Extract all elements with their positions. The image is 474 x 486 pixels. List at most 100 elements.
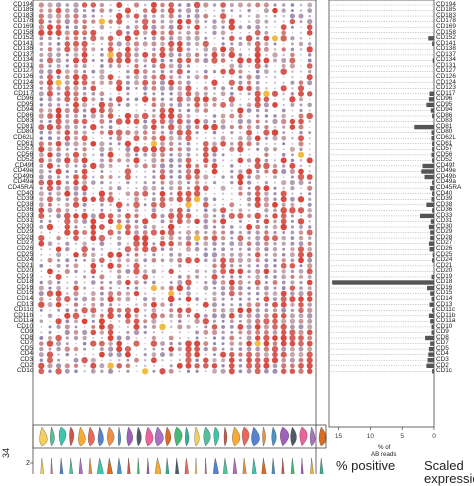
violin-shape-30	[318, 426, 327, 447]
dot-CD131-cluster-27	[264, 64, 269, 68]
dot-CD194-cluster-27	[263, 2, 269, 8]
dot-CD124-cluster-24	[238, 80, 243, 85]
dot-CD31-cluster-32	[308, 220, 311, 223]
dot-CD124-cluster-17	[177, 80, 183, 85]
dot-CD3-cluster-18	[185, 357, 192, 364]
dot-CD30-cluster-17	[178, 226, 181, 228]
dot-CD1c-cluster-11	[126, 369, 130, 373]
bar-row-label-CD36: CD36	[436, 206, 453, 214]
dot-CD80-cluster-14	[151, 130, 156, 135]
dot-CD16-cluster-32	[307, 286, 312, 291]
dot-CD36-cluster-29	[280, 207, 287, 214]
dot-CD49f-cluster-31	[299, 164, 303, 168]
dot-CD183-cluster-5	[73, 13, 79, 19]
dot-CD169-cluster-10	[117, 25, 121, 29]
dot-CD81-cluster-27	[264, 124, 269, 130]
dot-CD31-cluster-5	[73, 219, 79, 224]
dot-CD141-cluster-3	[56, 42, 61, 46]
dot-CD1c-cluster-28	[272, 368, 278, 374]
dot-CD24-cluster-2	[47, 257, 53, 263]
dot-CD117-cluster-18	[185, 91, 192, 97]
violin-2	[50, 457, 53, 474]
dot-CD62L-cluster-10	[116, 135, 122, 141]
dot-CD45RA-cluster-20	[202, 185, 209, 192]
dot-CD31-cluster-22	[220, 218, 227, 225]
dot-CD21-cluster-3	[56, 263, 61, 268]
dot-CD127-cluster-17	[176, 68, 183, 75]
dot-CD36-cluster-20	[203, 208, 208, 213]
dot-CD31-cluster-8	[101, 220, 103, 223]
dot-CD29-cluster-14	[150, 229, 158, 236]
dot-CD123-cluster-21	[212, 86, 217, 90]
dot-CD183-cluster-3	[55, 13, 62, 19]
dot-CD39-cluster-14	[151, 197, 156, 202]
dot-CD11a-cluster-20	[202, 318, 209, 325]
dot-CD123-cluster-1	[39, 86, 43, 90]
dot-CD137-cluster-28	[272, 52, 278, 58]
dot-CD15-cluster-14	[153, 292, 155, 295]
dot-CD1c-cluster-9	[108, 368, 114, 374]
violin-13	[155, 457, 161, 474]
dot-CD19-cluster-11	[126, 275, 129, 278]
dot-CD49a-cluster-21	[212, 180, 217, 185]
dot-CD141-cluster-6	[81, 40, 88, 48]
dot-CD80-cluster-12	[134, 130, 139, 135]
dot-CD8-cluster-27	[263, 334, 270, 342]
dot-CD29-cluster-13	[142, 230, 148, 235]
dot-CD49e-cluster-32	[308, 170, 311, 173]
dot-CD31-cluster-1	[39, 219, 43, 223]
dot-CD124-cluster-16	[168, 79, 175, 86]
dot-CD95-cluster-14	[151, 102, 157, 108]
dot-CD11a-cluster-28	[272, 318, 278, 325]
dot-CD83-cluster-24	[237, 118, 244, 125]
dot-CD27-cluster-8	[99, 241, 105, 247]
bar-xlabel-line2: AB reads	[371, 451, 397, 458]
dot-CD21-cluster-29	[280, 262, 287, 269]
dot-CD185-cluster-18	[185, 7, 192, 14]
dot-CD49b-cluster-3	[56, 175, 61, 179]
dot-CD158-cluster-18	[186, 30, 191, 36]
dot-CD2-cluster-12	[135, 364, 138, 367]
dot-CD7-cluster-27	[263, 340, 270, 347]
dot-CD8-cluster-26	[254, 335, 261, 341]
violin-shape-20	[223, 426, 228, 447]
dot-CD11c-cluster-12	[133, 307, 140, 314]
bar-CD15	[430, 291, 434, 296]
dot-CD127-cluster-6	[83, 70, 87, 74]
dot-CD137-cluster-19	[194, 52, 200, 58]
dot-CD123-cluster-24	[237, 85, 244, 92]
dot-CD52-cluster-27	[264, 158, 269, 163]
violin-shape-27	[290, 426, 297, 447]
dot-CD1c-cluster-29	[280, 368, 287, 375]
dot-CD2-cluster-28	[272, 363, 278, 369]
dot-CD13-cluster-26	[255, 302, 261, 308]
dot-CD27-cluster-19	[195, 241, 199, 246]
bar-row-label-CD15: CD15	[436, 289, 453, 297]
dot-CD49b-cluster-19	[194, 174, 200, 180]
dot-CD95-cluster-5	[72, 101, 80, 108]
dot-CD52-cluster-11	[125, 158, 131, 163]
dot-CD127-cluster-1	[38, 69, 44, 75]
dot-CD96-cluster-7	[91, 97, 96, 102]
row-label-CD13: CD13	[16, 300, 33, 308]
dot-CD45RA-cluster-30	[290, 185, 295, 191]
dot-CD38-cluster-26	[254, 201, 261, 208]
dot-CD14-cluster-2	[48, 297, 52, 301]
dot-CD81-cluster-22	[220, 124, 226, 130]
dot-CD45RA-cluster-19	[194, 185, 201, 192]
dot-CD127-cluster-29	[280, 68, 287, 75]
dot-CD9-cluster-20	[203, 329, 209, 335]
dot-CD127-cluster-30	[291, 70, 294, 73]
dot-CD94-cluster-10	[118, 109, 120, 112]
dot-CD83-cluster-21	[212, 119, 217, 124]
dot-CD38-cluster-25	[247, 203, 251, 207]
row-label-CD25: CD25	[16, 250, 33, 258]
dot-CD28-cluster-5	[73, 235, 79, 241]
dot-CD194-cluster-3	[55, 2, 62, 8]
dot-CD45RA-cluster-24	[238, 186, 243, 191]
dot-CD11c-cluster-16	[169, 308, 174, 313]
dot-CD141-cluster-9	[108, 41, 114, 47]
bar-row-label-CD124: CD124	[436, 78, 456, 86]
dot-CD26-cluster-24	[238, 247, 242, 251]
bar-row-label-CD11c: CD11c	[436, 306, 456, 314]
